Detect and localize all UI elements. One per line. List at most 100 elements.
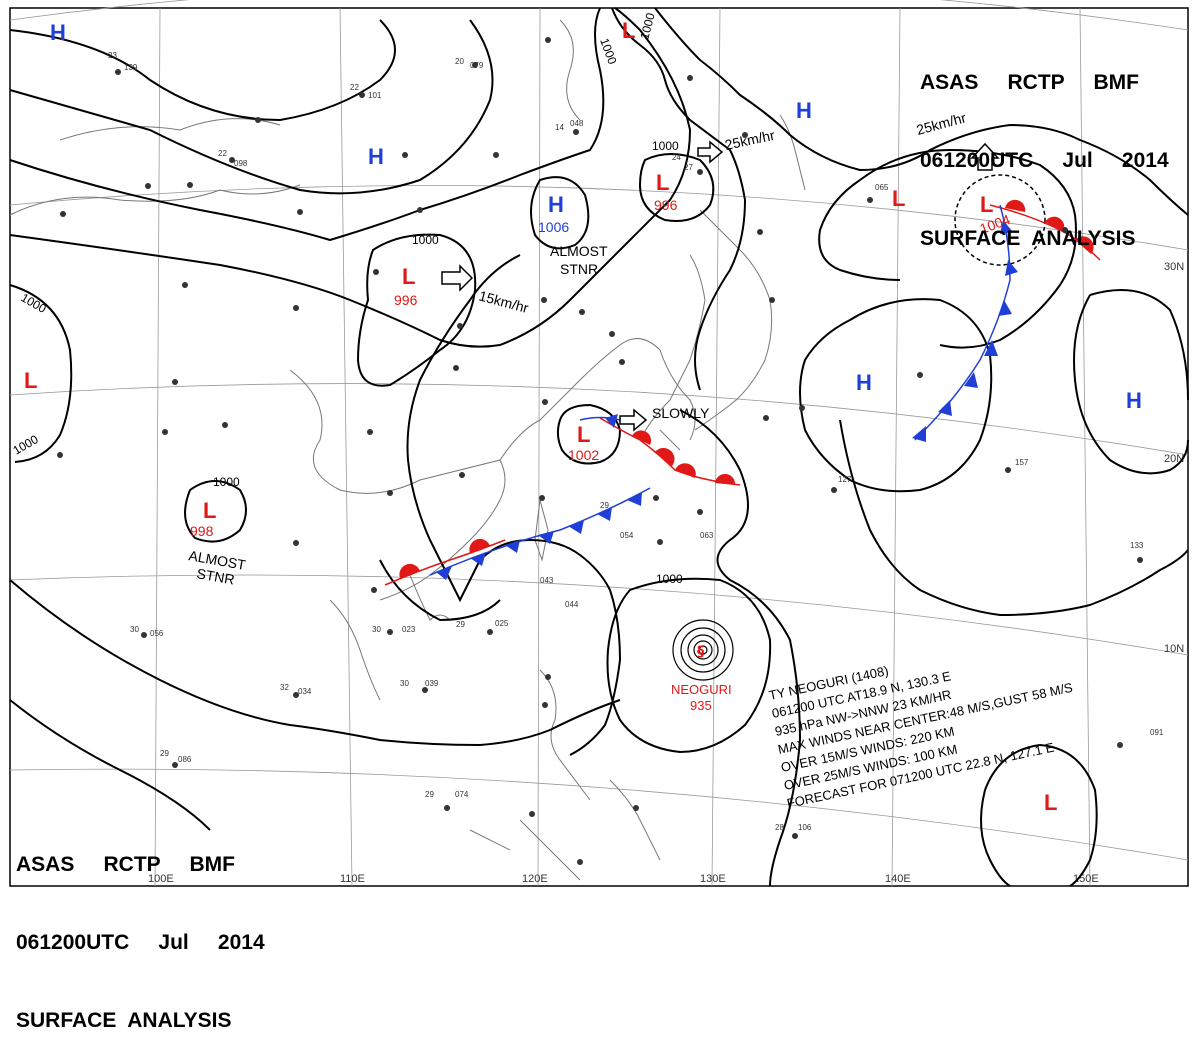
svg-text:27: 27 [684,163,693,172]
lat-label-20n: 20N [1164,453,1184,465]
svg-text:023: 023 [402,625,416,634]
svg-text:048: 048 [570,119,584,128]
cold-front [429,204,1018,580]
header-title: SURFACE ANALYSIS [920,227,1136,250]
warm-front [384,199,1101,586]
svg-text:079: 079 [470,61,484,70]
isobar-label: 1000 [412,233,439,247]
low-center: L [892,186,905,211]
svg-text:056: 056 [150,629,164,638]
isobar-label: 1000 [11,432,41,458]
low-center: L [577,422,590,447]
svg-text:24: 24 [672,153,681,162]
speed-label: 15km/hr [477,287,530,316]
svg-text:32: 32 [280,683,289,692]
svg-text:14: 14 [555,123,564,132]
motion-arrow-icon [619,408,648,432]
movement-label: SLOWLY [652,405,710,421]
svg-text:29: 29 [160,749,169,758]
typhoon-neoguri [672,619,734,681]
svg-text:127: 127 [838,475,852,484]
svg-text:044: 044 [565,600,579,609]
lon-label-130e: 130E [700,873,726,885]
isobar-label: 1000 [597,36,619,66]
typhoon-symbol-icon: § [697,644,704,660]
motion-arrow-icon [970,142,1000,171]
svg-text:086: 086 [178,755,192,764]
low-center: L [203,498,216,523]
lat-label-10n: 10N [1164,643,1184,655]
svg-text:29: 29 [600,501,609,510]
svg-text:063: 063 [700,531,714,540]
lon-label-110e: 110E [340,873,365,885]
svg-text:30: 30 [130,625,139,634]
typhoon-pressure: 935 [690,698,712,713]
low-center-value: 1002 [568,447,599,463]
low-center: L [622,18,635,43]
svg-text:133: 133 [1130,541,1144,550]
svg-text:28: 28 [775,823,784,832]
svg-text:034: 034 [298,687,312,696]
low-center: L [980,192,993,217]
svg-text:29: 29 [456,620,465,629]
surface-analysis-map: 100E 110E 120E 130E 140E 150E 30N 20N 10… [9,0,1189,887]
almost-stationary-label: STNR [560,261,598,277]
svg-text:098: 098 [234,159,248,168]
svg-text:30: 30 [372,625,381,634]
svg-text:29: 29 [425,790,434,799]
station-plots [57,37,1143,865]
header-title: SURFACE ANALYSIS [16,1009,232,1032]
svg-text:039: 039 [425,679,439,688]
low-center: L [656,170,669,195]
svg-text:30: 30 [400,679,409,688]
coastlines [9,19,806,881]
header-datetime: 061200UTC Jul 2014 [16,931,265,954]
low-center: L [402,264,415,289]
low-center-value: 998 [190,523,214,539]
svg-text:20: 20 [455,57,464,66]
lon-label-140e: 140E [885,873,911,885]
low-center: L [24,368,37,393]
svg-text:157: 157 [1015,458,1029,467]
motion-arrow-icon [441,264,474,292]
svg-text:074: 074 [455,790,469,799]
svg-text:22: 22 [350,83,359,92]
motion-arrows [441,140,1000,432]
typhoon-name: NEOGURI [671,682,732,697]
isobar-label: 1000 [213,475,240,489]
low-center-value: 996 [394,292,418,308]
svg-text:091: 091 [1150,728,1164,737]
svg-text:054: 054 [620,531,634,540]
dashed-low-area [954,174,1046,266]
header-bottom: ASAS RCTP BMF 061200UTC Jul 2014 SURFACE… [16,800,265,1060]
isobar-label: 1000 [656,572,683,586]
almost-stationary-label: ALMOST [550,243,608,259]
speed-label: 25km/hr [723,127,776,153]
svg-text:106: 106 [798,823,812,832]
svg-text:025: 025 [495,619,509,628]
header-agency: ASAS RCTP BMF [920,71,1139,94]
svg-text:139: 139 [124,63,138,72]
high-center: H [1126,388,1142,413]
graticule [9,0,1189,887]
svg-text:065: 065 [875,183,889,192]
svg-text:101: 101 [368,91,382,100]
isobar-label: 1000 [19,290,49,316]
isobar-label: 1000 [637,11,658,41]
isobar-label: 1000 [652,139,679,153]
header-agency: ASAS RCTP BMF [16,853,235,876]
svg-text:043: 043 [540,576,554,585]
header-datetime: 061200UTC Jul 2014 [920,149,1169,172]
high-center: H [548,192,564,217]
motion-arrow-icon [697,140,724,164]
svg-text:22: 22 [218,149,227,158]
high-center: H [368,144,384,169]
low-center: L [1044,790,1057,815]
lon-label-120e: 120E [522,873,548,885]
high-center: H [856,370,872,395]
high-center: H [796,98,812,123]
almost-stationary-label: STNR [195,565,235,587]
header-top: ASAS RCTP BMF 061200UTC Jul 2014 SURFACE… [920,18,1169,278]
low-center-value: 996 [654,197,678,213]
isobars [9,7,1189,887]
